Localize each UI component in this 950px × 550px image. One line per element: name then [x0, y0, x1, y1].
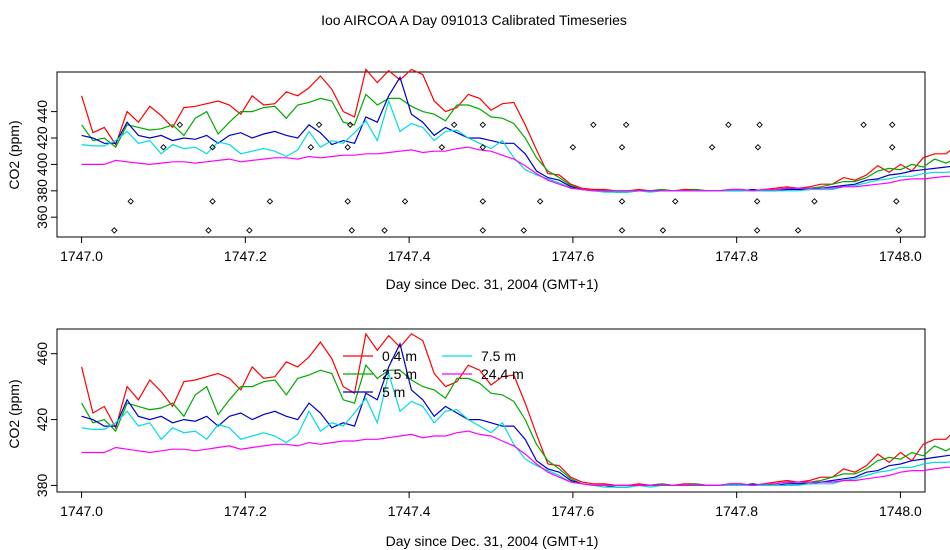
diamond-marker	[348, 227, 356, 234]
x-tick-label: 1747.6	[551, 503, 594, 519]
y-tick-label: 420	[34, 126, 50, 150]
diamond-marker	[754, 144, 762, 151]
diamond-marker	[450, 121, 458, 129]
series-line-24-4-m-m	[81, 430, 950, 487]
series-line-2-5-m-m	[81, 93, 950, 192]
diamond-marker	[344, 144, 351, 151]
diamond-marker	[209, 198, 216, 205]
diamond-marker	[708, 144, 716, 151]
diamond-marker	[618, 198, 626, 205]
series-line-7-5-m-m	[81, 99, 950, 193]
top-panel-xlabel: Day since Dec. 31, 2004 (GMT+1)	[386, 276, 599, 292]
y-tick-label: 380	[34, 474, 50, 498]
bottom-panel-xlabel: Day since Dec. 31, 2004 (GMT+1)	[386, 533, 599, 549]
diamond-marker	[753, 227, 761, 234]
series-line-2-5-m-m	[81, 363, 950, 486]
y-tick-label: 420	[34, 408, 50, 432]
diamond-marker	[860, 121, 867, 129]
series-line-24-4-m-m	[81, 146, 950, 192]
legend-label: 7.5 m	[481, 348, 516, 364]
y-tick-label: 440	[34, 100, 50, 124]
diamond-marker	[344, 198, 351, 205]
diamond-marker	[569, 144, 577, 151]
x-tick-label: 1747.2	[224, 248, 267, 264]
x-tick-label: 1747.0	[60, 503, 103, 519]
series-line-5-m-m	[81, 75, 950, 193]
diamond-marker	[725, 121, 732, 129]
diamond-marker	[479, 144, 487, 151]
diamond-marker	[176, 121, 184, 129]
diamond-marker	[811, 198, 818, 205]
diamond-marker	[536, 198, 544, 205]
diamond-marker	[893, 198, 900, 205]
diamond-marker	[205, 227, 212, 234]
series-line-0-4-m-m	[81, 68, 950, 192]
legend-label: 0.4 m	[382, 348, 417, 364]
diamond-marker	[479, 121, 487, 129]
diamond-marker	[753, 198, 761, 205]
y-tick-label: 360	[34, 205, 50, 229]
diamond-marker	[618, 227, 626, 234]
x-tick-label: 1748.0	[879, 503, 922, 519]
legend-label: 2.5 m	[382, 366, 417, 382]
plot-frame	[56, 71, 926, 238]
diamond-marker	[895, 227, 903, 234]
x-tick-label: 1747.8	[715, 248, 758, 264]
diamond-marker	[618, 144, 626, 151]
diamond-marker	[438, 144, 446, 151]
x-tick-label: 1747.6	[551, 248, 594, 264]
legend: 0.4 m 2.5 m 5 m 7.5 m 24.4 m	[343, 348, 524, 400]
x-tick-label: 1748.0	[879, 248, 922, 264]
diamond-marker	[209, 144, 216, 151]
plot-frame	[56, 328, 926, 493]
diamond-marker	[127, 198, 134, 205]
y-tick-label: 460	[34, 342, 50, 366]
x-tick-label: 1747.8	[715, 503, 758, 519]
chart-title: Ioo AIRCOA A Day 091013 Calibrated Times…	[321, 12, 627, 28]
bottom-panel-ylabel: CO2 (ppm)	[6, 379, 22, 448]
y-tick-label: 400	[34, 153, 50, 177]
x-tick-label: 1747.4	[388, 248, 431, 264]
diamond-marker	[346, 121, 354, 129]
x-tick-label: 1747.2	[224, 503, 267, 519]
diamond-marker	[794, 227, 802, 234]
diamond-marker	[266, 198, 274, 205]
diamond-marker	[246, 227, 253, 234]
diamond-marker	[111, 227, 118, 234]
series-line-7-5-m-m	[81, 371, 950, 488]
top-panel-ylabel: CO2 (ppm)	[6, 120, 22, 189]
legend-label: 24.4 m	[481, 366, 524, 382]
bottom-panel: Day since Dec. 31, 2004 (GMT+1) CO2 (ppm…	[6, 328, 950, 549]
diamond-marker	[479, 198, 487, 205]
diamond-marker	[160, 144, 167, 151]
diamond-marker	[381, 227, 388, 234]
diamond-marker	[590, 121, 597, 129]
diamond-marker	[307, 144, 315, 151]
y-tick-label: 380	[34, 179, 50, 203]
diamond-marker	[659, 227, 667, 234]
diamond-marker	[889, 121, 896, 129]
diamond-marker	[672, 198, 679, 205]
diamond-marker	[520, 227, 527, 234]
x-tick-label: 1747.0	[60, 248, 103, 264]
diamond-marker	[401, 198, 409, 205]
diamond-marker	[622, 121, 630, 129]
diamond-marker	[889, 144, 896, 151]
diamond-marker	[756, 121, 763, 129]
diamond-marker	[479, 227, 487, 234]
legend-label: 5 m	[382, 384, 405, 400]
top-panel: Day since Dec. 31, 2004 (GMT+1) CO2 (ppm…	[6, 68, 950, 292]
x-tick-label: 1747.4	[388, 503, 431, 519]
diamond-marker	[315, 121, 323, 129]
